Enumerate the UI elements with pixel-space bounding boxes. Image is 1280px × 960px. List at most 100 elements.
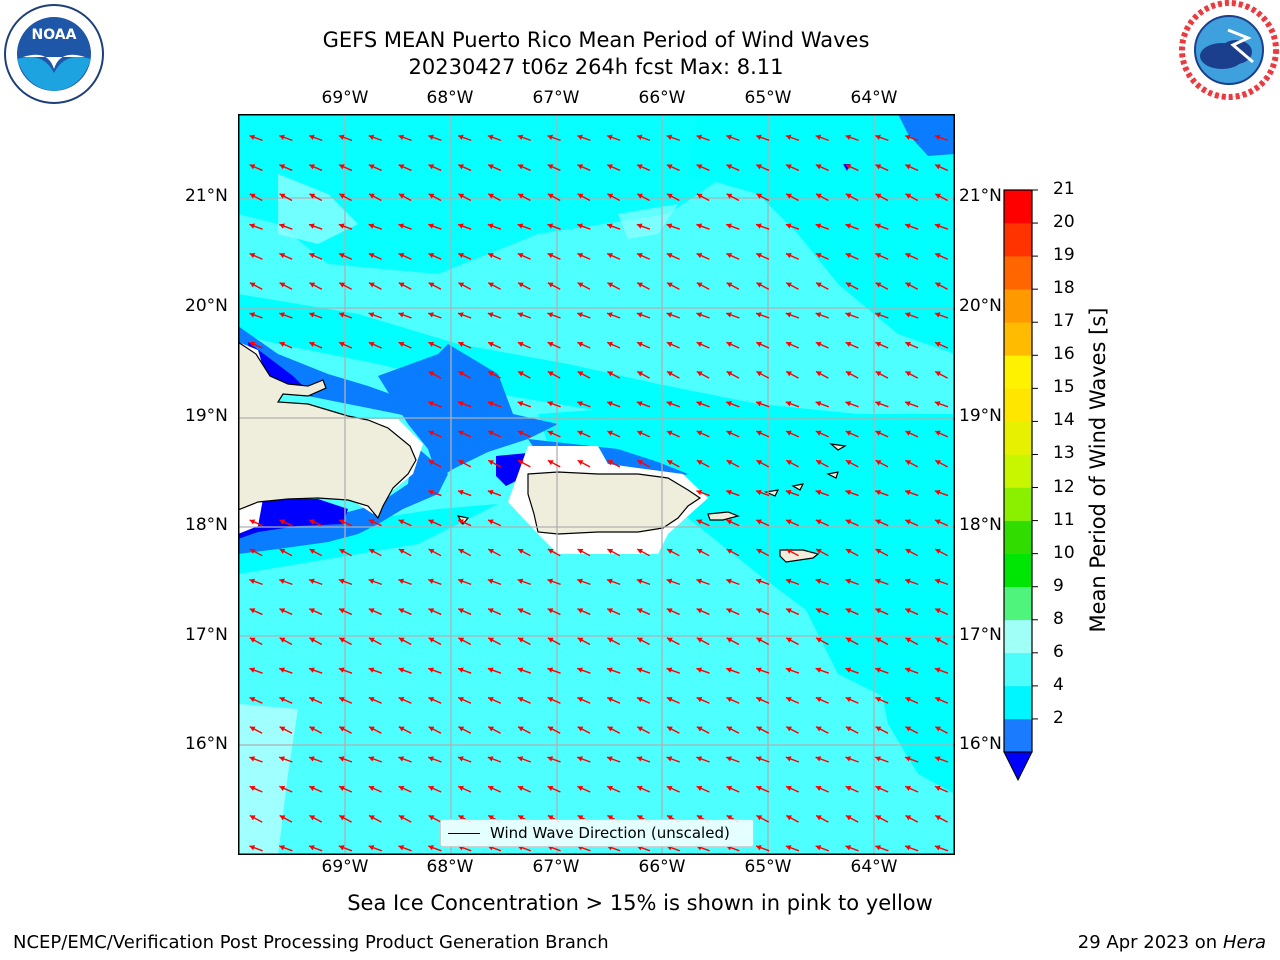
colorbar-band: [1004, 718, 1032, 753]
wave-direction-arrow: [517, 401, 532, 408]
wave-direction-arrow: [726, 637, 740, 646]
wave-direction-arrow: [875, 637, 889, 646]
wave-direction-arrow: [428, 814, 442, 823]
wave-direction-arrow: [696, 401, 710, 408]
wave-direction-arrow: [785, 282, 799, 290]
wave-direction-arrow: [309, 193, 323, 202]
wave-direction-arrow: [725, 667, 740, 674]
wave-direction-arrow: [398, 134, 412, 142]
wave-direction-arrow: [696, 252, 710, 260]
wave-direction-arrow: [934, 164, 949, 172]
wave-direction-arrow: [398, 637, 412, 646]
wave-direction-arrow: [427, 756, 442, 763]
wave-direction-arrow: [308, 845, 323, 852]
wave-direction-arrow: [368, 341, 382, 349]
wave-direction-arrow: [874, 756, 889, 763]
wave-direction-arrow: [577, 430, 591, 438]
lon-label-top: 66°W: [638, 88, 686, 108]
colorbar-tick-label: 18: [1053, 278, 1075, 299]
wave-direction-arrow: [726, 608, 740, 616]
wave-direction-arrow: [368, 845, 383, 852]
wave-direction-arrow: [457, 252, 472, 260]
lon-label-bottom: 67°W: [532, 857, 580, 877]
wave-direction-arrow: [607, 726, 621, 734]
colorbar-band: [1004, 454, 1032, 488]
wave-direction-arrow: [517, 459, 531, 468]
wave-direction-arrow: [279, 282, 293, 290]
wave-direction-arrow: [368, 519, 382, 527]
map-frame: [238, 114, 955, 855]
wave-direction-arrow: [249, 341, 263, 349]
wave-direction-arrow: [338, 814, 352, 823]
wave-direction-arrow: [308, 696, 323, 704]
wave-direction-arrow: [726, 282, 740, 290]
wave-direction-arrow: [398, 814, 412, 823]
wave-direction-arrow: [428, 459, 442, 468]
wave-direction-arrow: [666, 459, 680, 468]
wave-direction-arrow: [874, 667, 889, 674]
wave-direction-arrow: [845, 459, 859, 468]
wave-direction-arrow: [904, 164, 919, 172]
wave-direction-arrow: [547, 401, 561, 408]
wave-direction-arrow: [249, 667, 263, 674]
wave-direction-arrow: [696, 726, 710, 734]
wave-direction-arrow: [725, 223, 740, 230]
wave-direction-arrow: [696, 164, 710, 172]
wave-direction-arrow: [696, 370, 710, 379]
wave-direction-arrow: [487, 370, 501, 379]
wave-direction-arrow: [845, 370, 859, 379]
colorbar-band: [1004, 256, 1032, 290]
wave-direction-arrow: [487, 223, 502, 230]
wave-direction-arrow: [785, 845, 800, 852]
wave-direction-arrow: [278, 845, 293, 852]
colorbar-tick-label: 6: [1053, 641, 1064, 662]
wave-direction-arrow: [308, 578, 323, 586]
wave-direction-arrow: [457, 519, 472, 527]
wave-direction-arrow: [547, 134, 561, 142]
wave-direction-arrow: [308, 312, 323, 319]
wave-direction-arrow: [398, 726, 412, 734]
wave-direction-arrow: [785, 726, 799, 734]
wave-direction-arrow: [815, 341, 829, 349]
colorbar-tick-label: 19: [1053, 245, 1075, 266]
wave-direction-arrow: [427, 134, 442, 142]
wave-direction-arrow: [934, 341, 949, 349]
wave-direction-arrow: [666, 578, 681, 586]
lon-label-bottom: 64°W: [850, 857, 898, 877]
wave-direction-arrow: [427, 489, 442, 497]
wave-direction-arrow: [785, 341, 800, 349]
wave-direction-arrow: [696, 341, 710, 349]
wave-direction-arrow: [636, 578, 651, 586]
wave-direction-arrow: [904, 667, 919, 674]
wave-direction-arrow: [249, 519, 263, 527]
lon-label-top: 68°W: [426, 88, 474, 108]
wave-direction-arrow: [338, 637, 352, 646]
wave-direction-arrow: [845, 637, 859, 646]
wave-direction-arrow: [696, 312, 710, 319]
field-lt2: [238, 164, 850, 539]
wave-direction-arrow: [726, 430, 740, 438]
wave-direction-arrow: [874, 312, 889, 319]
colorbar-tick-label: 8: [1053, 608, 1064, 629]
wave-direction-arrow: [398, 282, 412, 290]
wave-direction-arrow: [338, 519, 353, 527]
map-grid: [238, 114, 955, 855]
wave-direction-arrow: [547, 696, 561, 704]
wave-direction-arrow: [338, 845, 353, 852]
wave-direction-arrow: [725, 578, 740, 586]
wave-direction-arrow: [934, 370, 948, 379]
wave-direction-arrow: [487, 667, 502, 674]
wave-direction-arrow: [636, 164, 651, 172]
wave-direction-arrow: [904, 252, 919, 260]
wave-direction-arrow: [726, 785, 740, 793]
wave-direction-arrow: [815, 785, 829, 793]
wave-direction-arrow: [368, 637, 382, 646]
colorbar-tick-label: 11: [1053, 509, 1075, 530]
lon-label-top: 65°W: [744, 88, 792, 108]
wave-direction-arrow: [309, 637, 323, 646]
wave-direction-arrow: [785, 696, 800, 704]
footer-date-text: 29 Apr 2023 on: [1077, 932, 1218, 953]
wave-direction-arrow: [547, 164, 561, 172]
map-panel: [238, 114, 955, 855]
wave-direction-arrow: [666, 164, 680, 172]
